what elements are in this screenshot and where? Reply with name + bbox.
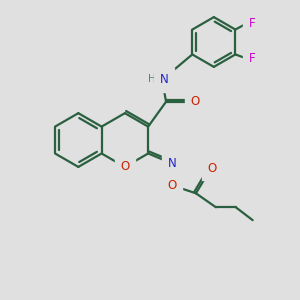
- Text: O: O: [207, 162, 217, 175]
- Text: H: H: [148, 74, 156, 84]
- Text: N: N: [160, 73, 169, 86]
- Text: F: F: [249, 52, 256, 65]
- Text: N: N: [168, 157, 176, 170]
- Text: F: F: [249, 17, 256, 30]
- Text: O: O: [190, 95, 200, 108]
- Text: O: O: [120, 160, 130, 173]
- Text: O: O: [167, 179, 177, 192]
